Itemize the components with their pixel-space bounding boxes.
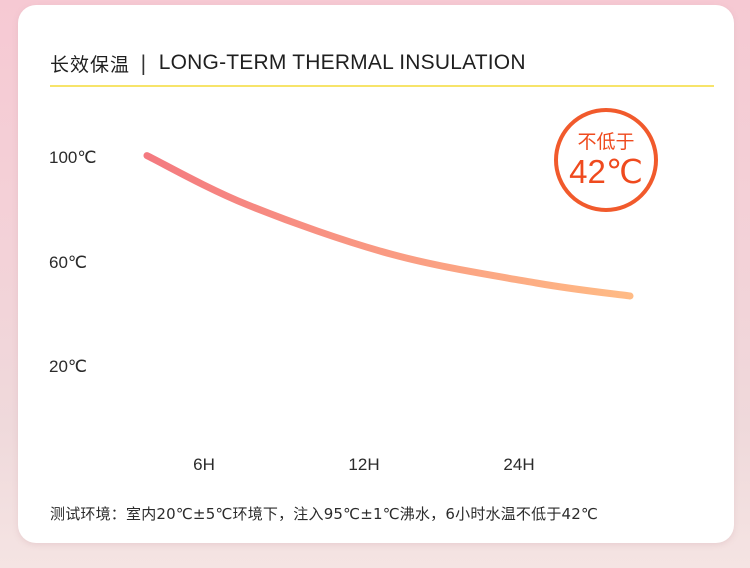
test-conditions-note: 测试环境：室内20℃±5℃环境下，注入95℃±1℃沸水，6小时水温不低于42℃ (50, 505, 599, 523)
badge-value: 42℃ (569, 153, 643, 190)
title-separator: | (140, 51, 147, 75)
x-tick-label: 12H (348, 455, 379, 474)
minimum-temperature-badge: 不低于 42℃ (554, 108, 658, 212)
x-tick-label: 24H (503, 455, 534, 474)
title-english: LONG-TERM THERMAL INSULATION (158, 51, 526, 74)
x-tick-label: 6H (193, 455, 215, 474)
title-chinese: 长效保温 (50, 53, 131, 76)
y-tick-label: 60℃ (49, 253, 87, 272)
header-divider (50, 85, 714, 87)
temperature-curve (143, 152, 634, 300)
y-tick-label: 20℃ (49, 357, 87, 376)
y-tick-label: 100℃ (49, 148, 96, 167)
temperature-chart: 100℃ 60℃ 20℃ 6H 12H 24H (49, 148, 634, 474)
badge-label: 不低于 (577, 131, 635, 153)
header-title: 长效保温 | LONG-TERM THERMAL INSULATION (50, 45, 526, 81)
content-card: 长效保温 | LONG-TERM THERMAL INSULATION 100℃… (18, 5, 734, 543)
